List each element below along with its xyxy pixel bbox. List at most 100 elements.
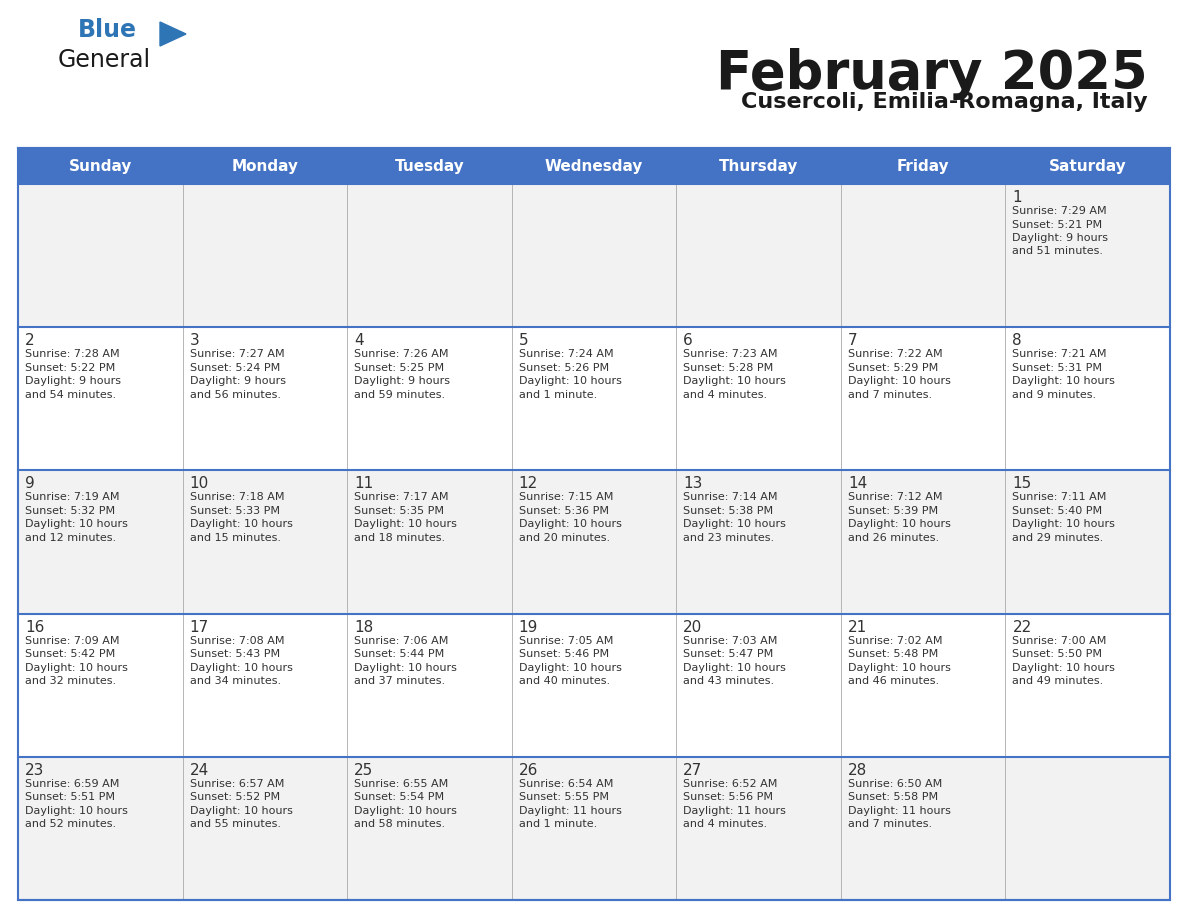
Text: Sunrise: 7:21 AM: Sunrise: 7:21 AM <box>1012 349 1107 359</box>
Text: and 49 minutes.: and 49 minutes. <box>1012 676 1104 686</box>
Text: and 52 minutes.: and 52 minutes. <box>25 819 116 829</box>
Text: and 26 minutes.: and 26 minutes. <box>848 533 939 543</box>
Text: Sunrise: 7:17 AM: Sunrise: 7:17 AM <box>354 492 449 502</box>
Text: Daylight: 11 hours: Daylight: 11 hours <box>848 806 950 816</box>
Text: 11: 11 <box>354 476 373 491</box>
Text: Sunset: 5:58 PM: Sunset: 5:58 PM <box>848 792 939 802</box>
Text: Sunset: 5:48 PM: Sunset: 5:48 PM <box>848 649 939 659</box>
Text: and 59 minutes.: and 59 minutes. <box>354 390 446 399</box>
Text: Sunset: 5:55 PM: Sunset: 5:55 PM <box>519 792 608 802</box>
Text: and 37 minutes.: and 37 minutes. <box>354 676 446 686</box>
Text: Sunset: 5:39 PM: Sunset: 5:39 PM <box>848 506 939 516</box>
Text: Daylight: 10 hours: Daylight: 10 hours <box>1012 376 1116 386</box>
Text: 1: 1 <box>1012 190 1022 205</box>
Text: Sunrise: 6:55 AM: Sunrise: 6:55 AM <box>354 778 448 789</box>
Text: 2: 2 <box>25 333 34 348</box>
Text: 15: 15 <box>1012 476 1031 491</box>
Text: 7: 7 <box>848 333 858 348</box>
Text: Sunset: 5:32 PM: Sunset: 5:32 PM <box>25 506 115 516</box>
Text: Sunrise: 7:02 AM: Sunrise: 7:02 AM <box>848 635 942 645</box>
Text: Friday: Friday <box>897 159 949 174</box>
Text: Sunset: 5:52 PM: Sunset: 5:52 PM <box>190 792 279 802</box>
Text: Daylight: 9 hours: Daylight: 9 hours <box>25 376 121 386</box>
Text: Sunrise: 6:59 AM: Sunrise: 6:59 AM <box>25 778 119 789</box>
Text: Sunrise: 7:14 AM: Sunrise: 7:14 AM <box>683 492 778 502</box>
Text: Sunrise: 7:03 AM: Sunrise: 7:03 AM <box>683 635 778 645</box>
Text: and 43 minutes.: and 43 minutes. <box>683 676 775 686</box>
Text: Tuesday: Tuesday <box>394 159 465 174</box>
Text: Sunrise: 7:06 AM: Sunrise: 7:06 AM <box>354 635 449 645</box>
Text: 17: 17 <box>190 620 209 634</box>
Text: Sunrise: 7:15 AM: Sunrise: 7:15 AM <box>519 492 613 502</box>
Text: Sunrise: 7:11 AM: Sunrise: 7:11 AM <box>1012 492 1107 502</box>
Text: General: General <box>58 48 151 72</box>
Text: Daylight: 10 hours: Daylight: 10 hours <box>519 520 621 530</box>
Bar <box>18 327 1170 470</box>
Text: and 20 minutes.: and 20 minutes. <box>519 533 609 543</box>
Text: Sunrise: 6:57 AM: Sunrise: 6:57 AM <box>190 778 284 789</box>
Text: and 46 minutes.: and 46 minutes. <box>848 676 939 686</box>
Text: and 7 minutes.: and 7 minutes. <box>848 390 931 399</box>
Text: Daylight: 10 hours: Daylight: 10 hours <box>1012 520 1116 530</box>
Text: Daylight: 10 hours: Daylight: 10 hours <box>25 806 128 816</box>
Text: Sunset: 5:43 PM: Sunset: 5:43 PM <box>190 649 279 659</box>
Text: Thursday: Thursday <box>719 159 798 174</box>
Text: Sunrise: 7:23 AM: Sunrise: 7:23 AM <box>683 349 778 359</box>
Text: Daylight: 10 hours: Daylight: 10 hours <box>25 663 128 673</box>
Text: Daylight: 9 hours: Daylight: 9 hours <box>1012 233 1108 243</box>
Text: 3: 3 <box>190 333 200 348</box>
Text: Sunrise: 7:22 AM: Sunrise: 7:22 AM <box>848 349 942 359</box>
Text: 26: 26 <box>519 763 538 778</box>
Text: 9: 9 <box>25 476 34 491</box>
Text: 25: 25 <box>354 763 373 778</box>
Text: Saturday: Saturday <box>1049 159 1126 174</box>
Text: Sunrise: 7:28 AM: Sunrise: 7:28 AM <box>25 349 120 359</box>
Text: and 18 minutes.: and 18 minutes. <box>354 533 446 543</box>
Text: Daylight: 10 hours: Daylight: 10 hours <box>519 663 621 673</box>
Bar <box>18 148 1170 900</box>
Text: 28: 28 <box>848 763 867 778</box>
Text: Sunset: 5:51 PM: Sunset: 5:51 PM <box>25 792 115 802</box>
Text: Daylight: 10 hours: Daylight: 10 hours <box>190 663 292 673</box>
Bar <box>18 756 1170 900</box>
Text: 16: 16 <box>25 620 44 634</box>
Text: Sunset: 5:40 PM: Sunset: 5:40 PM <box>1012 506 1102 516</box>
Text: and 9 minutes.: and 9 minutes. <box>1012 390 1097 399</box>
Text: Daylight: 10 hours: Daylight: 10 hours <box>848 376 950 386</box>
Text: and 56 minutes.: and 56 minutes. <box>190 390 280 399</box>
Text: and 4 minutes.: and 4 minutes. <box>683 819 767 829</box>
Polygon shape <box>160 22 187 46</box>
Text: Daylight: 10 hours: Daylight: 10 hours <box>1012 663 1116 673</box>
Text: Daylight: 10 hours: Daylight: 10 hours <box>190 806 292 816</box>
Text: Sunrise: 7:05 AM: Sunrise: 7:05 AM <box>519 635 613 645</box>
Text: Sunset: 5:54 PM: Sunset: 5:54 PM <box>354 792 444 802</box>
Text: Sunset: 5:24 PM: Sunset: 5:24 PM <box>190 363 280 373</box>
Text: 14: 14 <box>848 476 867 491</box>
Text: Daylight: 10 hours: Daylight: 10 hours <box>683 376 786 386</box>
Text: Sunrise: 7:24 AM: Sunrise: 7:24 AM <box>519 349 613 359</box>
Text: 12: 12 <box>519 476 538 491</box>
Text: and 54 minutes.: and 54 minutes. <box>25 390 116 399</box>
Text: Daylight: 10 hours: Daylight: 10 hours <box>354 663 457 673</box>
Text: 21: 21 <box>848 620 867 634</box>
Text: and 15 minutes.: and 15 minutes. <box>190 533 280 543</box>
Text: Sunset: 5:42 PM: Sunset: 5:42 PM <box>25 649 115 659</box>
Text: Daylight: 10 hours: Daylight: 10 hours <box>848 663 950 673</box>
Text: Sunset: 5:38 PM: Sunset: 5:38 PM <box>683 506 773 516</box>
Text: Wednesday: Wednesday <box>545 159 643 174</box>
Text: 4: 4 <box>354 333 364 348</box>
Text: Daylight: 10 hours: Daylight: 10 hours <box>354 806 457 816</box>
Text: Daylight: 11 hours: Daylight: 11 hours <box>519 806 621 816</box>
Text: Blue: Blue <box>78 18 137 42</box>
Text: Daylight: 10 hours: Daylight: 10 hours <box>190 520 292 530</box>
Text: 18: 18 <box>354 620 373 634</box>
Text: 5: 5 <box>519 333 529 348</box>
Text: Sunset: 5:21 PM: Sunset: 5:21 PM <box>1012 219 1102 230</box>
Text: Daylight: 10 hours: Daylight: 10 hours <box>354 520 457 530</box>
Text: Daylight: 10 hours: Daylight: 10 hours <box>25 520 128 530</box>
Text: Sunrise: 7:09 AM: Sunrise: 7:09 AM <box>25 635 120 645</box>
Text: and 34 minutes.: and 34 minutes. <box>190 676 280 686</box>
Text: and 12 minutes.: and 12 minutes. <box>25 533 116 543</box>
Text: 13: 13 <box>683 476 702 491</box>
Text: 10: 10 <box>190 476 209 491</box>
